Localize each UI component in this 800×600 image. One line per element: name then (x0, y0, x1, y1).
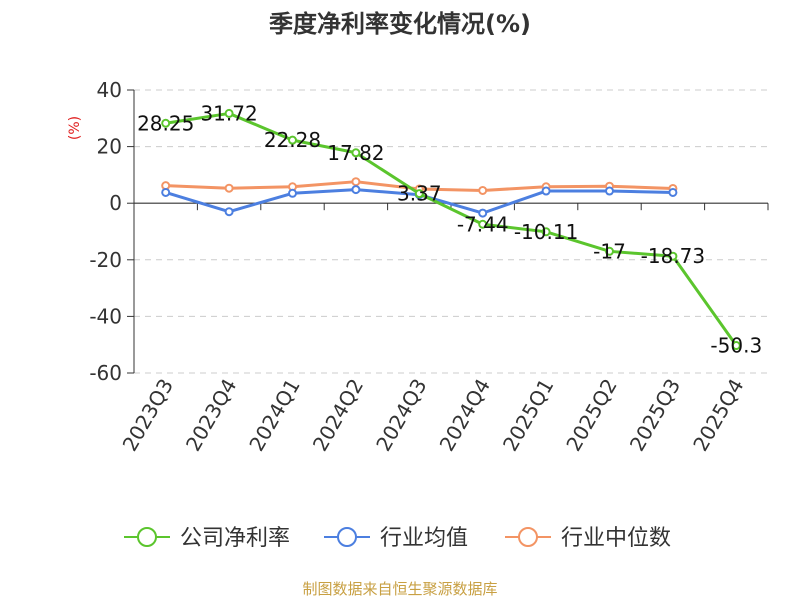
data-label: -50.3 (710, 334, 762, 358)
x-tick-label: 2024Q3 (371, 375, 431, 456)
data-label: 28.25 (137, 111, 194, 135)
data-point (288, 135, 297, 145)
data-point (541, 227, 551, 237)
data-label: 31.72 (200, 101, 257, 125)
data-point (668, 187, 678, 197)
legend-marker (518, 527, 538, 547)
legend-item: 公司净利率 (124, 526, 290, 551)
y-tick-label: -40 (89, 304, 122, 328)
data-point (161, 187, 171, 197)
x-tick-label: 2023Q4 (181, 375, 241, 456)
data-point (224, 108, 234, 118)
y-tick-label: -20 (89, 248, 122, 272)
data-point (605, 246, 614, 256)
data-label: 17.82 (327, 141, 384, 165)
legend-marker (337, 527, 357, 547)
legend-label: 行业中位数 (561, 526, 671, 551)
x-tick-label: 2024Q4 (435, 375, 495, 456)
x-tick-label: 2023Q3 (118, 375, 178, 456)
y-tick-label: 0 (109, 191, 122, 215)
data-label: 3.37 (397, 182, 442, 206)
data-point (478, 185, 488, 195)
y-axis-label: (%) (67, 116, 83, 140)
x-tick-label: 2025Q1 (498, 375, 558, 456)
x-tick-label: 2025Q3 (625, 375, 685, 456)
chart-title: 季度净利率变化情况(%) (269, 10, 531, 38)
data-label: -10.11 (514, 220, 578, 244)
data-point (351, 185, 361, 195)
legend-label: 公司净利率 (180, 526, 290, 551)
data-label: 22.28 (264, 128, 321, 152)
data-point (731, 341, 741, 351)
data-point (161, 118, 171, 128)
data-point (224, 207, 234, 217)
grid-lines (134, 89, 768, 374)
y-tick-label: 40 (97, 78, 122, 102)
series-line (165, 111, 738, 347)
data-point (478, 219, 488, 229)
data-label: -7.44 (457, 212, 509, 236)
legend-marker (137, 527, 157, 547)
data-label: -17 (593, 239, 626, 263)
data-point (351, 177, 361, 187)
x-tick-label: 2025Q4 (688, 375, 748, 456)
legend-item: 行业中位数 (505, 526, 671, 551)
legend-label: 行业均值 (380, 526, 468, 551)
y-tick-label: 20 (97, 135, 122, 159)
data-point (224, 183, 234, 193)
data-point (351, 148, 361, 158)
series-lines (161, 108, 741, 351)
data-point (668, 251, 678, 261)
data-point (478, 208, 488, 218)
data-point (288, 188, 297, 198)
legend: 公司净利率 行业均值 行业中位数 (124, 526, 671, 551)
x-tick-label: 2024Q1 (244, 375, 304, 456)
source-note: 制图数据来自恒生聚源数据库 (302, 580, 498, 598)
legend-item: 行业均值 (324, 526, 468, 551)
y-tick-label: -60 (89, 361, 122, 385)
x-tick-label: 2024Q2 (308, 375, 368, 456)
data-point (414, 189, 424, 199)
data-point (541, 186, 551, 196)
x-tick-label: 2025Q2 (561, 375, 621, 456)
data-point (605, 186, 614, 196)
data-label: -18.73 (641, 244, 705, 268)
